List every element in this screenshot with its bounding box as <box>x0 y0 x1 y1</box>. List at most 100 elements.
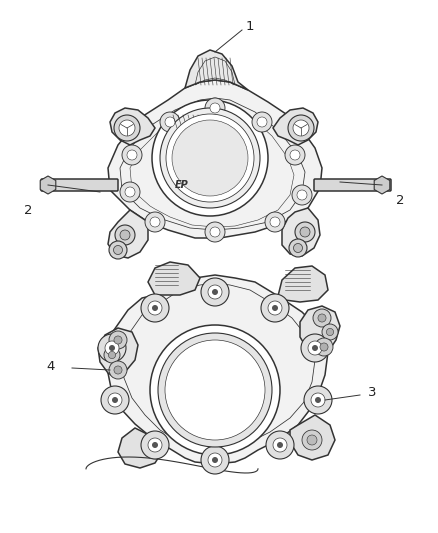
Circle shape <box>312 345 318 351</box>
Circle shape <box>145 212 165 232</box>
Polygon shape <box>282 208 320 256</box>
Circle shape <box>268 301 282 315</box>
Circle shape <box>290 150 300 160</box>
Circle shape <box>119 120 135 136</box>
Circle shape <box>113 246 123 254</box>
Circle shape <box>165 340 265 440</box>
Circle shape <box>300 227 310 237</box>
Circle shape <box>266 431 294 459</box>
Circle shape <box>172 120 248 196</box>
Circle shape <box>301 334 329 362</box>
Circle shape <box>318 314 326 322</box>
Circle shape <box>109 345 115 351</box>
Circle shape <box>288 115 314 141</box>
Circle shape <box>109 241 127 259</box>
Circle shape <box>108 351 116 359</box>
Circle shape <box>152 100 268 216</box>
Circle shape <box>205 222 225 242</box>
Circle shape <box>115 225 135 245</box>
Circle shape <box>212 457 218 463</box>
Polygon shape <box>273 108 318 145</box>
Circle shape <box>315 397 321 403</box>
Circle shape <box>101 386 129 414</box>
Circle shape <box>158 333 272 447</box>
Circle shape <box>152 442 158 448</box>
Circle shape <box>114 336 122 344</box>
Polygon shape <box>108 275 328 464</box>
Circle shape <box>308 341 322 355</box>
Circle shape <box>205 98 225 118</box>
Circle shape <box>141 294 169 322</box>
Circle shape <box>114 115 140 141</box>
Circle shape <box>252 112 272 132</box>
Circle shape <box>105 341 119 355</box>
Text: 2: 2 <box>396 193 404 206</box>
Circle shape <box>322 324 338 340</box>
Polygon shape <box>185 50 248 90</box>
Circle shape <box>166 114 254 202</box>
Polygon shape <box>110 108 155 145</box>
Circle shape <box>315 338 333 356</box>
Circle shape <box>150 325 280 455</box>
Circle shape <box>302 430 322 450</box>
Polygon shape <box>118 428 162 468</box>
Circle shape <box>210 227 220 237</box>
Circle shape <box>210 103 220 113</box>
Polygon shape <box>108 210 148 258</box>
Circle shape <box>201 446 229 474</box>
Circle shape <box>326 328 334 336</box>
Text: 3: 3 <box>368 386 377 400</box>
Circle shape <box>165 117 175 127</box>
Circle shape <box>125 187 135 197</box>
Circle shape <box>160 112 180 132</box>
Circle shape <box>109 361 127 379</box>
Circle shape <box>292 185 312 205</box>
Polygon shape <box>148 262 200 295</box>
Circle shape <box>320 343 328 351</box>
Circle shape <box>148 438 162 452</box>
Circle shape <box>148 301 162 315</box>
Circle shape <box>272 305 278 311</box>
Circle shape <box>120 182 140 202</box>
FancyBboxPatch shape <box>314 179 391 191</box>
Circle shape <box>120 230 130 240</box>
Circle shape <box>212 289 218 295</box>
Circle shape <box>313 309 331 327</box>
Circle shape <box>109 331 127 349</box>
Circle shape <box>265 212 285 232</box>
Circle shape <box>311 393 325 407</box>
Polygon shape <box>300 306 340 358</box>
Circle shape <box>307 435 317 445</box>
Circle shape <box>289 239 307 257</box>
Circle shape <box>208 285 222 299</box>
Circle shape <box>201 278 229 306</box>
Circle shape <box>277 442 283 448</box>
Circle shape <box>270 217 280 227</box>
Text: 2: 2 <box>24 204 32 216</box>
Text: 4: 4 <box>46 359 55 373</box>
Circle shape <box>297 190 307 200</box>
Text: 1: 1 <box>246 20 254 34</box>
Circle shape <box>273 438 287 452</box>
Circle shape <box>127 150 137 160</box>
Circle shape <box>114 366 122 374</box>
Circle shape <box>104 347 120 363</box>
Circle shape <box>304 386 332 414</box>
Polygon shape <box>108 80 322 238</box>
Polygon shape <box>98 328 138 377</box>
Circle shape <box>152 305 158 311</box>
Circle shape <box>98 334 126 362</box>
Circle shape <box>257 117 267 127</box>
Circle shape <box>141 431 169 459</box>
Circle shape <box>285 145 305 165</box>
Circle shape <box>295 222 315 242</box>
Circle shape <box>108 393 122 407</box>
Circle shape <box>160 108 260 208</box>
Text: EP: EP <box>175 180 189 190</box>
FancyBboxPatch shape <box>41 179 118 191</box>
Circle shape <box>293 120 309 136</box>
Circle shape <box>208 453 222 467</box>
Circle shape <box>293 244 303 253</box>
Circle shape <box>122 145 142 165</box>
Circle shape <box>261 294 289 322</box>
